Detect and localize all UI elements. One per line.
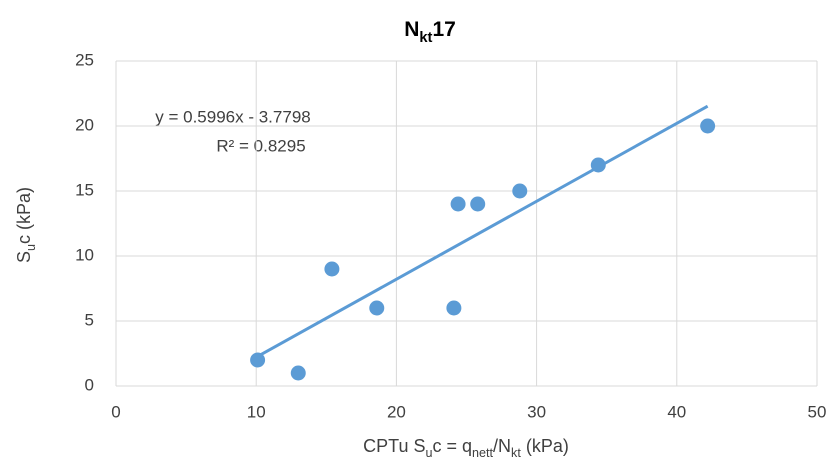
y-tick-label: 0: [85, 375, 94, 394]
trend-equation: y = 0.5996x - 3.7798: [155, 107, 310, 126]
subscript: nett: [472, 446, 494, 460]
x-tick-label: 30: [527, 402, 546, 421]
point: [512, 183, 528, 199]
point: [700, 118, 716, 134]
text-part: c = q: [433, 436, 473, 456]
subscript: u: [24, 244, 38, 251]
y-tick-label: 5: [85, 310, 94, 329]
y-axis-label: Suc (kPa): [14, 187, 39, 263]
text-part: (kPa): [521, 436, 569, 456]
x-tick-label: 0: [111, 402, 120, 421]
point: [290, 365, 306, 381]
text-part: S: [14, 251, 34, 263]
subscript: kt: [511, 446, 521, 460]
trendline: [256, 104, 709, 358]
subscript: kt: [419, 30, 432, 46]
text-part: /N: [493, 436, 511, 456]
x-tick-label: 40: [667, 402, 686, 421]
text-part: c (kPa): [14, 187, 34, 244]
chart-title: Nkt17: [404, 18, 456, 46]
text-part: CPTu S: [363, 436, 425, 456]
point: [369, 300, 385, 316]
x-axis-label: CPTu Suc = qnett/Nkt (kPa): [363, 436, 569, 461]
trend-r-squared: R² = 0.8295: [216, 136, 305, 155]
point: [446, 300, 462, 316]
text-part: N: [404, 18, 419, 41]
point: [450, 196, 466, 212]
y-tick-label: 10: [75, 245, 94, 264]
x-tick-label: 50: [808, 402, 827, 421]
point: [324, 261, 340, 277]
y-tick-label: 20: [75, 115, 94, 134]
y-tick-label: 15: [75, 180, 94, 199]
x-tick-label: 20: [387, 402, 406, 421]
x-tick-label: 10: [247, 402, 266, 421]
point: [470, 196, 486, 212]
point: [590, 157, 606, 173]
y-tick-label: 25: [75, 50, 94, 69]
point: [250, 352, 266, 368]
text-part: 17: [432, 18, 455, 41]
subscript: u: [425, 446, 432, 460]
